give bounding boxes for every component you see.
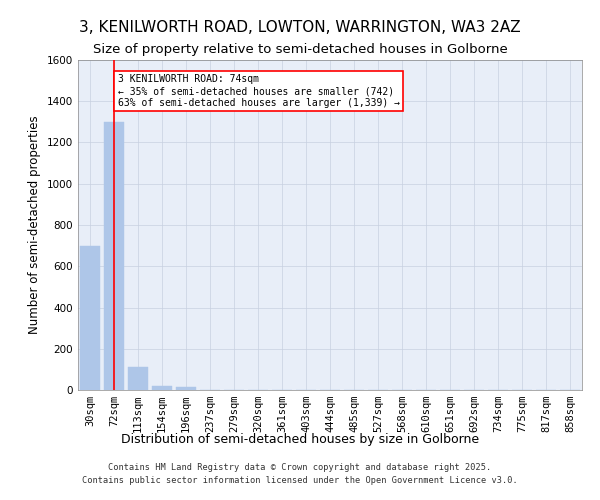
Bar xyxy=(176,387,196,390)
Bar xyxy=(128,368,148,390)
Text: 3 KENILWORTH ROAD: 74sqm
← 35% of semi-detached houses are smaller (742)
63% of : 3 KENILWORTH ROAD: 74sqm ← 35% of semi-d… xyxy=(118,74,400,108)
Text: Distribution of semi-detached houses by size in Golborne: Distribution of semi-detached houses by … xyxy=(121,432,479,446)
Y-axis label: Number of semi-detached properties: Number of semi-detached properties xyxy=(28,116,41,334)
Bar xyxy=(104,122,124,390)
Text: 3, KENILWORTH ROAD, LOWTON, WARRINGTON, WA3 2AZ: 3, KENILWORTH ROAD, LOWTON, WARRINGTON, … xyxy=(79,20,521,35)
Bar xyxy=(80,246,100,390)
Text: Contains HM Land Registry data © Crown copyright and database right 2025.
Contai: Contains HM Land Registry data © Crown c… xyxy=(82,464,518,485)
Text: Size of property relative to semi-detached houses in Golborne: Size of property relative to semi-detach… xyxy=(92,42,508,56)
Bar xyxy=(152,386,172,390)
